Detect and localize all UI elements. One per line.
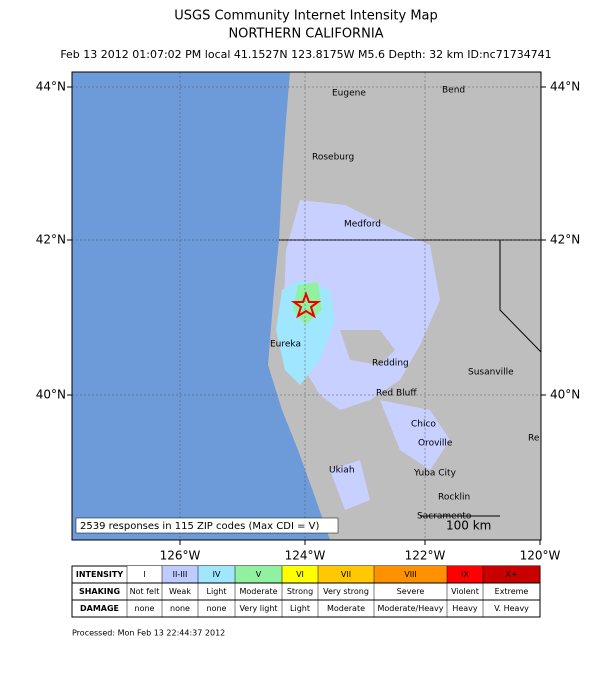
no-data (340, 330, 395, 365)
city-label: Rocklin (438, 493, 470, 503)
city-label: Medford (344, 220, 381, 230)
intensity-color (198, 566, 235, 583)
legend-shaking: Extreme (495, 587, 529, 596)
legend-intensity: V (256, 570, 262, 579)
legend-damage: none (207, 604, 227, 613)
city-label: Chico (411, 420, 436, 430)
city-label: Re (528, 434, 540, 444)
city-label: Eureka (270, 340, 301, 350)
city-label: Red Bluff (376, 389, 417, 399)
legend-shaking: Light (207, 587, 227, 596)
scale-label: 100 km (446, 519, 491, 533)
legend-shaking: Very strong (323, 587, 369, 596)
info-box (75, 517, 339, 534)
intensity-color (447, 566, 483, 583)
graticule (72, 72, 541, 540)
city-label: Susanville (468, 368, 514, 378)
lon-label: 120°W (520, 549, 561, 563)
legend-shaking: Weak (169, 587, 191, 596)
city-label: Oroville (418, 439, 453, 449)
state-border (499, 240, 542, 353)
zip-areas (380, 400, 450, 470)
lat-label: 42°N (36, 233, 66, 247)
lat-label: 40°N (36, 388, 66, 402)
city-label: Redding (372, 359, 409, 369)
footer: Processed: Mon Feb 13 22:44:37 2012 (72, 629, 225, 638)
legend-row-label: SHAKING (79, 587, 120, 596)
legend-row-label: INTENSITY (76, 570, 123, 579)
city-label: Eugene (332, 89, 366, 99)
legend-damage: Moderate (327, 604, 365, 613)
city-label: Sacramento (417, 512, 472, 522)
city-label: Roseburg (312, 153, 354, 163)
frame (71, 71, 542, 541)
intensity-color (162, 566, 198, 583)
legend-intensity: VII (341, 570, 351, 579)
intensity-color (374, 566, 447, 583)
lon-label: 124°W (285, 549, 326, 563)
epicenter (290, 291, 322, 319)
legend-row-label: DAMAGE (80, 604, 119, 613)
legend-shaking: Strong (287, 587, 313, 596)
lat-label: 44°N (550, 80, 580, 94)
region: NORTHERN CALIFORNIA (228, 27, 383, 42)
lat-label: 44°N (36, 80, 66, 94)
lon-label: 122°W (405, 549, 446, 563)
legend-intensity: I (143, 570, 145, 579)
legend-intensity: IV (213, 570, 221, 579)
responses: 2539 responses in 115 ZIP codes (Max CDI… (80, 521, 319, 532)
legend-intensity: VIII (404, 570, 417, 579)
legend-damage: Light (290, 604, 310, 613)
event-info: Feb 13 2012 01:07:02 PM local 41.1527N 1… (60, 48, 551, 61)
legend-intensity: X+ (505, 570, 517, 579)
legend-shaking: Severe (397, 587, 425, 596)
legend-damage: Heavy (452, 604, 478, 613)
legend-intensity: VI (296, 570, 304, 579)
city-label: Yuba City (413, 469, 457, 479)
zip-areas (330, 460, 370, 510)
lat-label: 40°N (550, 388, 580, 402)
lat-label: 42°N (550, 233, 580, 247)
legend-shaking: Moderate (239, 587, 277, 596)
legend-intensity: IX (461, 570, 469, 579)
city-label: Bend (442, 86, 465, 96)
lon-label: 126°W (160, 549, 201, 563)
legend-damage: Very light (239, 604, 277, 613)
intensity-color (127, 566, 162, 583)
legend-damage: V. Heavy (494, 604, 529, 613)
intensity-color (282, 566, 318, 583)
legend-intensity: II-III (173, 570, 188, 579)
legend-shaking: Violent (451, 587, 479, 596)
city-label: Ukiah (329, 466, 355, 476)
intensity-color (483, 566, 540, 583)
legend-shaking: Not felt (130, 587, 160, 596)
map: 2539 responses in 115 ZIP codes (Max CDI… (71, 71, 542, 541)
zip-areas (284, 200, 440, 410)
title: USGS Community Internet Intensity Map (174, 9, 438, 24)
intensity-color (318, 566, 374, 583)
legend-damage: none (170, 604, 190, 613)
intensity-color (235, 566, 282, 583)
legend-damage: Moderate/Heavy (377, 604, 443, 613)
legend-damage: none (135, 604, 155, 613)
